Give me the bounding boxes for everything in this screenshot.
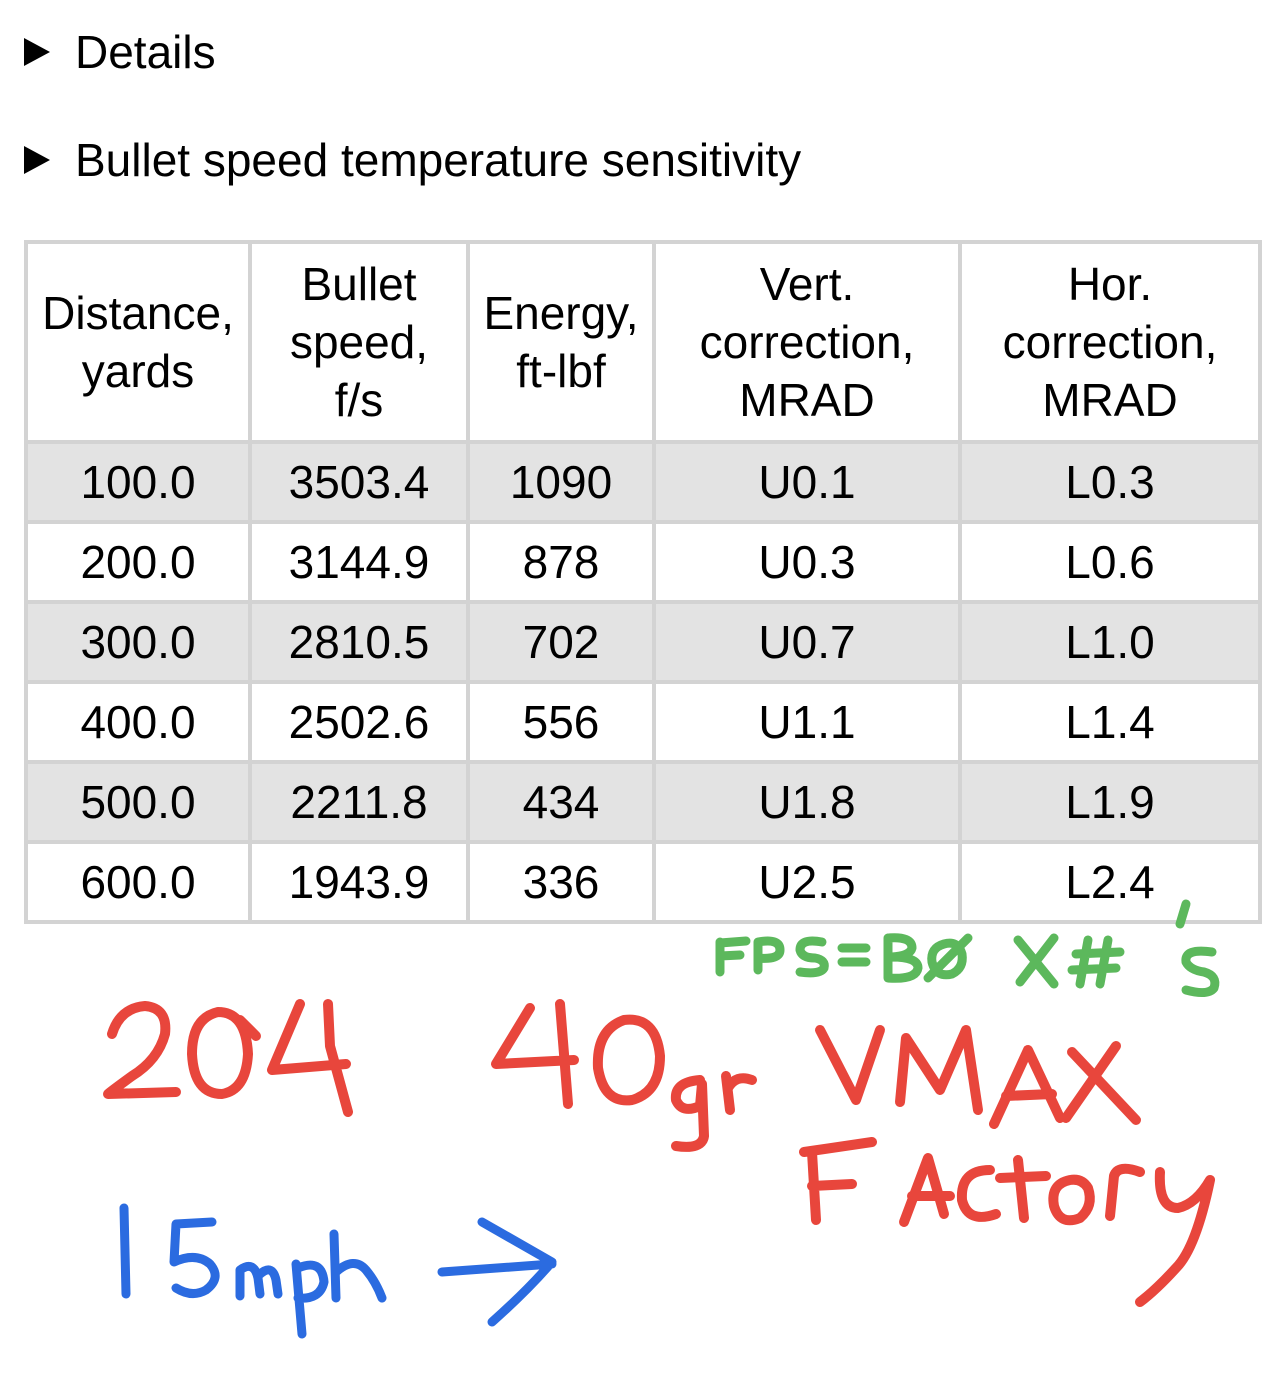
disclosure-triangle-icon [24, 146, 50, 174]
cell-speed: 3144.9 [252, 524, 466, 600]
cell-distance: 400.0 [28, 684, 248, 760]
table-row: 600.0 1943.9 336 U2.5 L2.4 [28, 844, 1258, 920]
cell-vert: U0.3 [656, 524, 958, 600]
disclosure-triangle-icon [24, 38, 50, 66]
table-row: 400.0 2502.6 556 U1.1 L1.4 [28, 684, 1258, 760]
cell-distance: 100.0 [28, 444, 248, 520]
cell-distance: 200.0 [28, 524, 248, 600]
cartridge-204 [103, 999, 353, 1117]
details-label: Details [75, 26, 216, 78]
cell-speed: 2810.5 [252, 604, 466, 680]
cell-speed: 3503.4 [252, 444, 466, 520]
cell-vert: U1.8 [656, 764, 958, 840]
cell-speed: 2211.8 [252, 764, 466, 840]
temperature-sensitivity-disclosure[interactable]: Bullet speed temperature sensitivity [24, 134, 801, 186]
cell-hor: L0.3 [962, 444, 1258, 520]
cell-hor: L1.0 [962, 604, 1258, 680]
cell-speed: 1943.9 [252, 844, 466, 920]
header-energy: Energy, ft-lbf [470, 244, 652, 440]
cell-distance: 600.0 [28, 844, 248, 920]
cell-hor: L0.6 [962, 524, 1258, 600]
cell-vert: U0.1 [656, 444, 958, 520]
details-disclosure[interactable]: Details [24, 26, 216, 78]
header-vert-correction: Vert. correction, MRAD [656, 244, 958, 440]
header-distance: Distance, yards [28, 244, 248, 440]
ballistics-table: Distance, yards Bullet speed, f/s Energy… [24, 240, 1262, 924]
cell-energy: 1090 [470, 444, 652, 520]
cell-energy: 336 [470, 844, 652, 920]
table-row: 500.0 2211.8 434 U1.8 L1.9 [28, 764, 1258, 840]
cell-hor: L1.4 [962, 684, 1258, 760]
cell-energy: 556 [470, 684, 652, 760]
temperature-sensitivity-label: Bullet speed temperature sensitivity [75, 134, 802, 186]
cell-speed: 2502.6 [252, 684, 466, 760]
wind-15mph [119, 1203, 557, 1339]
header-bullet-speed: Bullet speed, f/s [252, 244, 466, 440]
cell-hor: L1.9 [962, 764, 1258, 840]
load-factory [799, 1137, 1215, 1307]
cell-vert: U0.7 [656, 604, 958, 680]
table-row: 300.0 2810.5 702 U0.7 L1.0 [28, 604, 1258, 680]
cell-energy: 702 [470, 604, 652, 680]
cell-energy: 434 [470, 764, 652, 840]
table-row: 100.0 3503.4 1090 U0.1 L0.3 [28, 444, 1258, 520]
cell-distance: 300.0 [28, 604, 248, 680]
cell-energy: 878 [470, 524, 652, 600]
cell-vert: U1.1 [656, 684, 958, 760]
cell-hor: L2.4 [962, 844, 1258, 920]
cell-distance: 500.0 [28, 764, 248, 840]
header-hor-correction: Hor. correction, MRAD [962, 244, 1258, 440]
cell-vert: U2.5 [656, 844, 958, 920]
table-row: 200.0 3144.9 878 U0.3 L0.6 [28, 524, 1258, 600]
bullet-40gr-vmax [491, 999, 1141, 1152]
table-header-row: Distance, yards Bullet speed, f/s Energy… [28, 244, 1258, 440]
